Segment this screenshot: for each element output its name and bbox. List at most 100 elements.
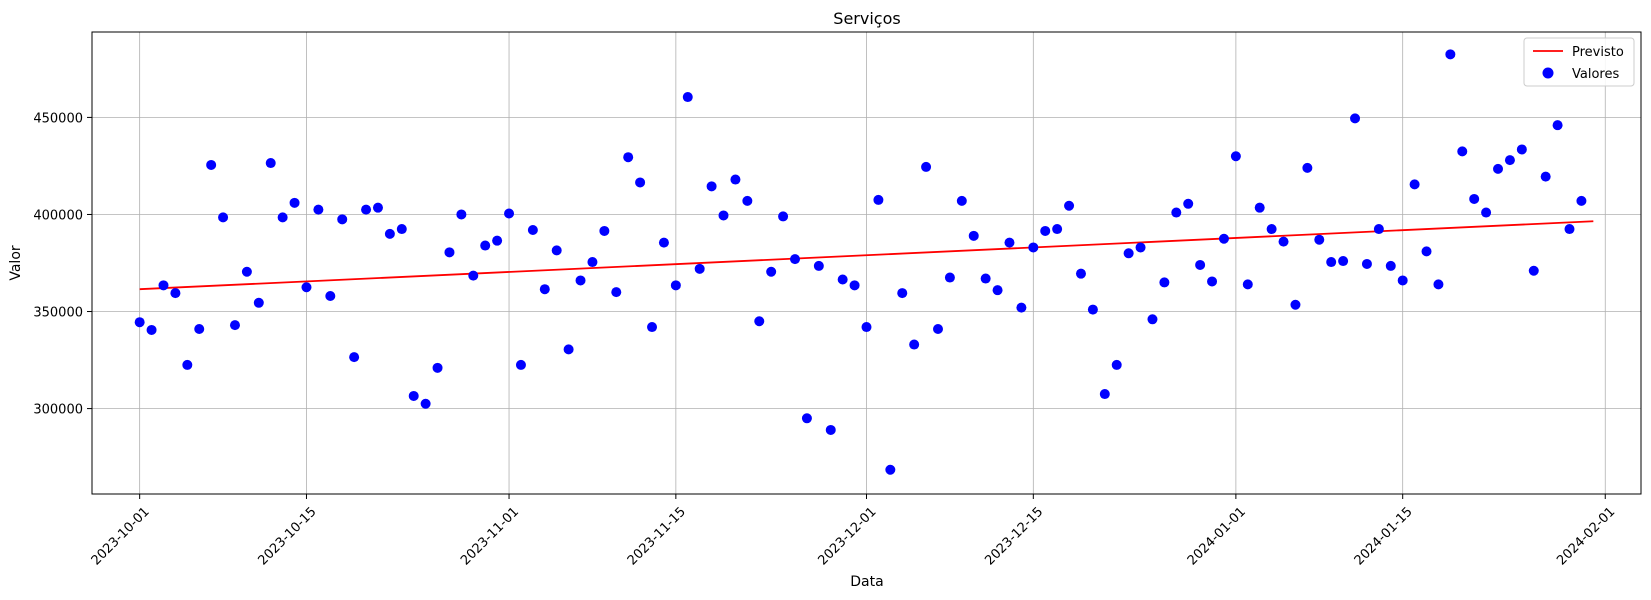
data-point: [1230, 151, 1241, 162]
data-point: [194, 324, 205, 334]
data-point: [1564, 224, 1575, 235]
legend-label-valores: Valores: [1572, 67, 1619, 82]
data-point: [539, 284, 550, 295]
data-point: [1421, 246, 1432, 257]
data-point: [1445, 49, 1456, 60]
data-point: [801, 413, 812, 424]
data-point: [253, 297, 264, 308]
data-point: [229, 320, 240, 331]
data-point: [742, 195, 753, 206]
data-point: [956, 195, 967, 206]
data-point: [301, 282, 312, 293]
data-point: [1266, 224, 1277, 235]
legend-point-marker: [1542, 67, 1554, 79]
data-point: [1314, 234, 1325, 245]
data-point: [325, 291, 336, 301]
data-point: [1207, 276, 1218, 287]
data-point: [1183, 198, 1194, 209]
data-point: [480, 240, 491, 251]
data-point: [635, 177, 646, 188]
y-tick-label: 300000: [33, 403, 83, 418]
data-point: [694, 263, 705, 274]
data-point: [1159, 277, 1170, 288]
data-point: [1171, 207, 1182, 218]
data-point: [1540, 171, 1551, 182]
data-point: [492, 235, 503, 246]
y-axis-label: Valor: [8, 245, 24, 281]
data-point: [1361, 258, 1372, 269]
data-point: [563, 344, 574, 355]
data-point: [1516, 144, 1527, 155]
data-point: [980, 273, 991, 284]
y-tick-label: 400000: [33, 208, 83, 223]
data-point: [944, 272, 955, 283]
data-point: [1528, 265, 1539, 276]
data-point: [408, 390, 419, 401]
data-point: [289, 197, 300, 208]
data-point: [897, 288, 908, 299]
data-point: [849, 280, 860, 291]
data-point: [372, 202, 383, 213]
data-point: [1242, 279, 1253, 290]
data-point: [1552, 120, 1563, 131]
data-point: [1493, 163, 1504, 174]
data-point: [265, 158, 276, 169]
data-point: [206, 159, 217, 170]
data-point: [337, 214, 348, 225]
data-point: [515, 359, 526, 370]
data-point: [1278, 236, 1289, 247]
data-point: [730, 174, 741, 185]
data-point: [670, 280, 681, 291]
legend-label-previsto: Previsto: [1572, 45, 1624, 60]
data-point: [1302, 162, 1313, 173]
data-point: [623, 152, 634, 163]
data-point: [1004, 237, 1015, 248]
data-point: [611, 287, 622, 298]
data-point: [1218, 233, 1229, 244]
data-point: [420, 398, 431, 409]
data-point: [527, 225, 538, 235]
data-point: [1350, 113, 1361, 124]
data-point: [396, 224, 407, 235]
data-point: [766, 266, 777, 277]
data-point: [921, 161, 932, 172]
data-point: [885, 464, 896, 475]
data-point: [504, 208, 515, 219]
data-point: [658, 237, 669, 248]
data-point: [1504, 155, 1515, 166]
data-point: [992, 285, 1003, 296]
data-point: [968, 230, 979, 241]
data-point: [158, 280, 169, 291]
data-point: [146, 324, 157, 335]
trend-line: [139, 220, 1594, 291]
data-point: [1433, 279, 1444, 290]
data-point: [1111, 359, 1122, 370]
data-point: [790, 254, 801, 265]
data-point: [1576, 195, 1587, 206]
data-point: [218, 212, 229, 223]
data-point: [575, 275, 586, 286]
data-point: [1481, 207, 1492, 218]
data-point: [682, 92, 693, 103]
data-point: [706, 181, 717, 192]
data-point: [873, 194, 884, 205]
data-point: [134, 317, 145, 328]
data-point: [778, 211, 789, 222]
data-point: [1099, 389, 1110, 400]
legend: Previsto Valores: [1523, 37, 1635, 87]
data-point: [1064, 200, 1075, 211]
data-point: [932, 324, 943, 334]
data-point: [647, 322, 658, 333]
data-point: [825, 424, 836, 435]
data-point: [182, 359, 193, 370]
data-point: [861, 322, 872, 333]
data-point: [1326, 257, 1337, 268]
data-point: [432, 362, 443, 373]
data-point: [468, 270, 479, 281]
data-point: [444, 247, 455, 258]
x-axis-label: Data: [850, 574, 883, 590]
data-point: [587, 257, 598, 268]
chart-title: Serviços: [833, 9, 900, 28]
